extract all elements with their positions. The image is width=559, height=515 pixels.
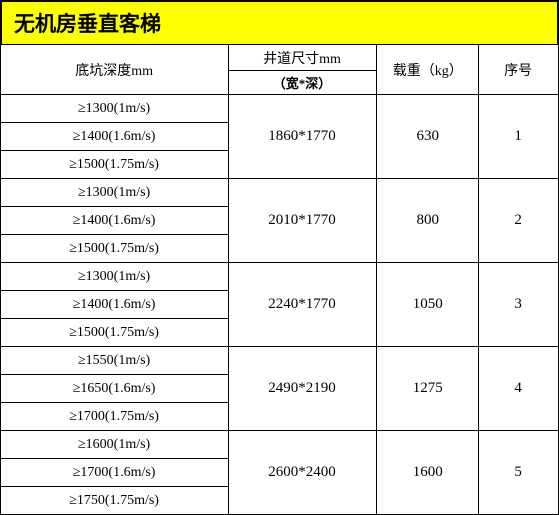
cell-serial: 2 [479, 179, 559, 263]
cell-depth: ≥1600(1m/s) [1, 431, 229, 459]
table-row: 412752490*2190≥1550(1m/s) [1, 347, 559, 375]
cell-weight: 1050 [376, 263, 478, 347]
header-size-sub: （宽*深） [228, 71, 376, 95]
cell-depth: ≥1700(1.6m/s) [1, 459, 229, 487]
table-row: 16301860*1770≥1300(1m/s) [1, 95, 559, 123]
table-row: 516002600*2400≥1600(1m/s) [1, 431, 559, 459]
cell-depth: ≥1400(1.6m/s) [1, 291, 229, 319]
title-text: 无机房垂直客梯 [14, 8, 161, 38]
cell-weight: 800 [376, 179, 478, 263]
cell-depth: ≥1550(1m/s) [1, 347, 229, 375]
cell-depth: ≥1300(1m/s) [1, 263, 229, 291]
cell-serial: 4 [479, 347, 559, 431]
cell-serial: 3 [479, 263, 559, 347]
cell-depth: ≥1300(1m/s) [1, 179, 229, 207]
table-row: 28002010*1770≥1300(1m/s) [1, 179, 559, 207]
header-weight: 载重（kg） [376, 45, 478, 95]
cell-size: 2490*2190 [228, 347, 376, 431]
cell-depth: ≥1400(1.6m/s) [1, 123, 229, 151]
table-header-row: 序号 载重（kg） 井道尺寸mm 底坑深度mm [1, 45, 559, 71]
cell-depth: ≥1750(1.75m/s) [1, 487, 229, 515]
header-depth: 底坑深度mm [1, 45, 229, 95]
cell-depth: ≥1700(1.75m/s) [1, 403, 229, 431]
table-body: 16301860*1770≥1300(1m/s)≥1400(1.6m/s)≥15… [1, 95, 559, 515]
cell-depth: ≥1500(1.75m/s) [1, 151, 229, 179]
cell-size: 2240*1770 [228, 263, 376, 347]
table-title: 无机房垂直客梯 [0, 0, 559, 44]
header-serial: 序号 [479, 45, 559, 95]
cell-weight: 1600 [376, 431, 478, 515]
cell-weight: 630 [376, 95, 478, 179]
cell-weight: 1275 [376, 347, 478, 431]
cell-depth: ≥1300(1m/s) [1, 95, 229, 123]
cell-serial: 1 [479, 95, 559, 179]
cell-serial: 5 [479, 431, 559, 515]
cell-size: 1860*1770 [228, 95, 376, 179]
header-size: 井道尺寸mm [228, 45, 376, 71]
cell-depth: ≥1400(1.6m/s) [1, 207, 229, 235]
cell-depth: ≥1500(1.75m/s) [1, 319, 229, 347]
cell-depth: ≥1500(1.75m/s) [1, 235, 229, 263]
spec-table: 序号 载重（kg） 井道尺寸mm 底坑深度mm （宽*深） 16301860*1… [0, 44, 559, 515]
cell-size: 2010*1770 [228, 179, 376, 263]
cell-size: 2600*2400 [228, 431, 376, 515]
table-row: 310502240*1770≥1300(1m/s) [1, 263, 559, 291]
cell-depth: ≥1650(1.6m/s) [1, 375, 229, 403]
